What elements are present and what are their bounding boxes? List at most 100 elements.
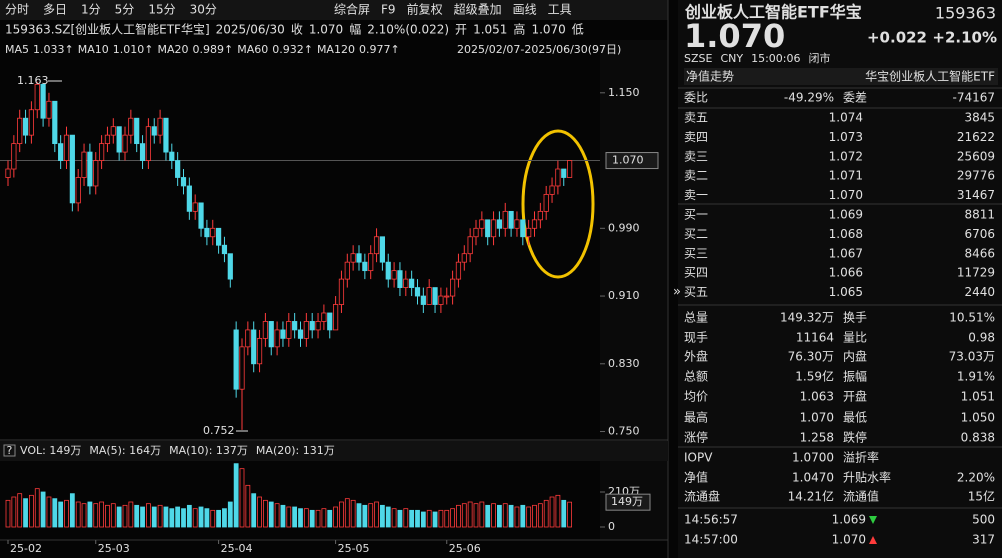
period-tab[interactable]: 15分 [148,3,175,17]
volume-bar [23,498,28,528]
candle-body [520,219,526,238]
candle-body [58,143,64,161]
fund-tab[interactable]: 华宝创业板人工智能ETF [865,69,995,84]
stat-label: 现手 [684,331,708,345]
period-tab[interactable]: 5分 [115,3,135,17]
volume-bar [385,506,391,528]
book-price: 1.069 [829,208,863,222]
candle-body [514,219,520,229]
candle-body [327,312,333,331]
tool-button[interactable]: 超级叠加 [454,2,502,17]
candle-body [496,219,503,229]
stat-value: 1.258 [800,431,834,445]
book-label: 卖四 [684,130,708,144]
book-price: 1.066 [829,266,863,280]
tool-button[interactable]: 画线 [513,3,537,17]
candle-body [292,321,298,331]
volume-bar [192,508,198,528]
candle-body [385,261,391,280]
candle-body [251,329,257,365]
candle-body [286,321,292,339]
ma-item: 0.932↑ [272,43,313,56]
tool-button[interactable]: 前复权 [407,2,443,17]
stat-label: 流通值 [843,489,879,504]
period-tab[interactable]: 分时 [5,3,29,17]
quote-item: 1.070 [531,23,565,37]
book-price: 1.065 [829,285,863,299]
candle-body [81,151,87,178]
tool-button[interactable]: 工具 [548,3,572,17]
ma-item: MA10 [78,43,109,56]
tool-button[interactable]: 综合屏 [334,2,370,17]
candle-body [543,194,549,212]
stat-value: 15亿 [968,489,995,504]
help-icon-glyph[interactable]: ? [7,444,13,457]
candle-body [508,210,514,229]
volume-bar [122,504,128,528]
book-price: 1.074 [829,111,863,125]
candle-body [373,236,380,255]
candle-body [467,236,473,255]
quote-item: 2025/06/30 [216,23,285,37]
volume-bar [227,501,233,528]
book-volume: 6706 [964,227,995,241]
candle-body [420,295,426,305]
volume-bar [110,503,116,528]
volume-bar [549,496,555,528]
x-tick-label: 25-03 [98,542,130,555]
book-label: 卖三 [684,149,708,163]
candle-body [239,346,245,390]
volume-bar [151,506,157,528]
stat-value: 10.51% [949,311,995,325]
volume-bar [555,494,561,528]
candle-body [221,244,228,255]
quote-item: 1.051 [473,23,507,37]
candle-body [104,134,111,145]
volume-bar [222,508,227,528]
volume-bar [321,508,327,528]
period-tab[interactable]: 30分 [190,3,217,17]
volume-bar [17,493,23,528]
volume-bar [245,484,251,528]
volume-bar [537,503,543,528]
book-price: 1.067 [829,246,863,260]
help-icon[interactable] [3,444,16,457]
stat-value: 1.063 [800,390,834,404]
quote-item: 收 [291,23,303,37]
stat-value: 76.30万 [788,350,834,364]
volume-bar [303,508,309,528]
nav-tab[interactable]: 净值走势 [686,69,734,84]
volume-bar [140,506,145,528]
volume-bar [444,509,450,528]
period-tab[interactable]: 1分 [81,3,101,17]
volume-bar [257,496,262,528]
volume-bar [298,508,303,528]
candle-body [116,126,122,153]
volume-bar [186,504,192,528]
tool-button[interactable]: F9 [381,3,396,17]
candle-body [455,261,462,280]
stat-label: 开盘 [843,389,867,404]
fund-code: 159363 [935,4,996,23]
date-range[interactable]: 2025/02/07-2025/06/30(97日) [457,43,621,56]
volume-bar [274,503,280,528]
stat-value: 1.050 [961,411,995,425]
volume-bar [356,503,362,528]
candle-body [192,202,198,212]
collapse-icon[interactable]: » [673,285,681,300]
candle-body [268,321,274,348]
candle-body [134,117,140,145]
stat-label: 振幅 [843,369,867,384]
candle-body [46,100,52,119]
stat-label: 总额 [684,370,708,384]
book-label: 买三 [684,246,708,260]
candle-body [321,312,327,322]
volume-bar [426,509,432,528]
candle-body [163,117,169,153]
period-tab[interactable]: 多日 [43,3,67,17]
candle-body [432,287,438,305]
candle-body [303,321,309,339]
volume-bar [350,499,356,528]
quote-item: 高 [513,22,525,37]
